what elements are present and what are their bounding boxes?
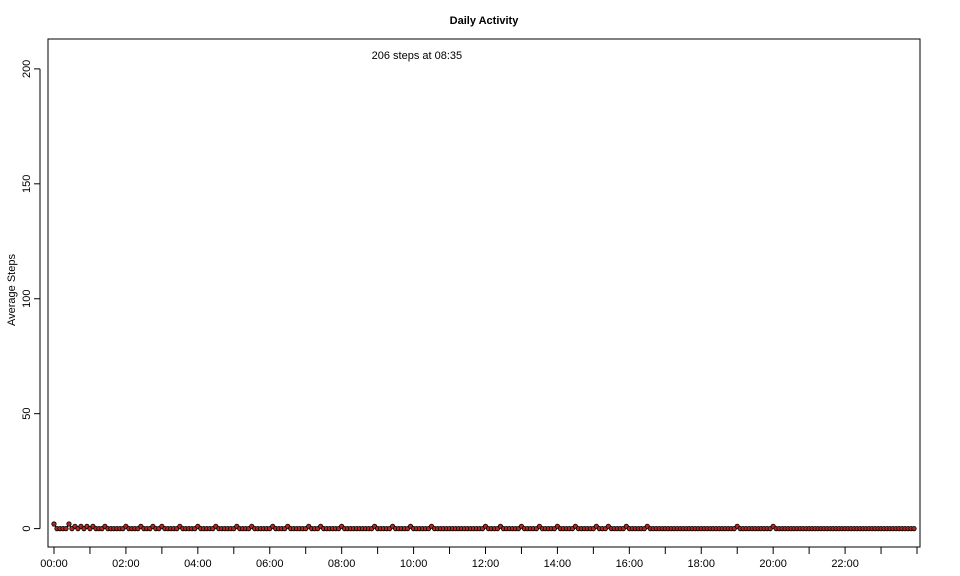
data-point [911,526,917,532]
data-point [66,521,72,527]
x-axis: 00:00 02:00 04:00 06:00 08:00 10:00 12:00 14:00… [40,546,918,570]
x-tick-label: 02:00 [112,558,140,570]
y-axis: 0 50 100 150 200 [21,60,41,532]
x-tick-label: 04:00 [184,558,212,570]
x-tick-label: 18:00 [687,558,715,570]
x-tick-label: 10:00 [400,558,428,570]
plot-frame [47,38,921,548]
y-axis-label: Average Steps [6,254,18,326]
chart-title: Daily Activity [450,15,520,27]
y-tick-label: 50 [21,408,33,420]
x-tick-label: 00:00 [40,558,68,570]
x-tick-label: 20:00 [759,558,787,570]
x-tick-label: 22:00 [831,558,859,570]
y-tick-label: 200 [21,60,33,78]
y-tick-label: 0 [21,526,33,532]
y-tick-label: 100 [21,290,33,308]
data-point [51,521,57,527]
x-tick-label: 06:00 [256,558,284,570]
x-tick-label: 16:00 [616,558,644,570]
x-tick-label: 12:00 [472,558,500,570]
data-point [63,526,69,532]
y-tick-label: 150 [21,175,33,193]
data-points [51,521,917,532]
x-tick-label: 08:00 [328,558,356,570]
x-tick-label: 14:00 [544,558,572,570]
peak-annotation: 206 steps at 08:35 [372,50,463,62]
